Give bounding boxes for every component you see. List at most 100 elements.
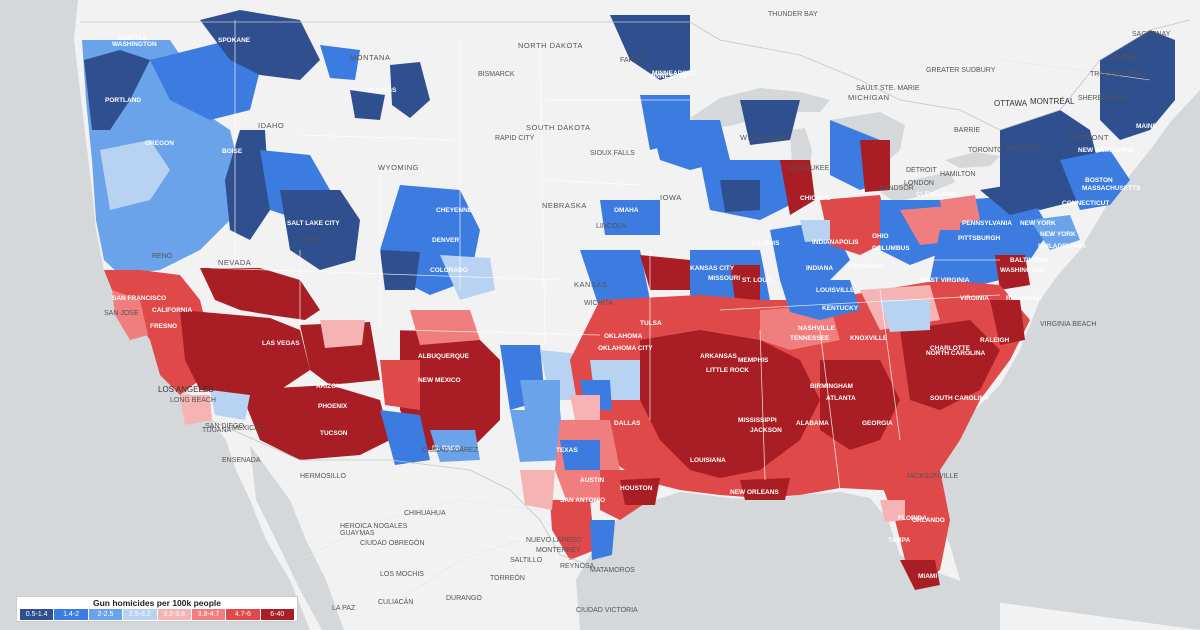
- city-label: PHILADELPHIA: [1038, 243, 1086, 250]
- city-label: BILLINGS: [366, 87, 397, 94]
- city-label: FRESNO: [150, 323, 177, 330]
- city-label: TIJUANA: [202, 427, 232, 434]
- state-label: VERMONT: [1068, 133, 1109, 142]
- city-label: HOUSTON: [620, 485, 653, 492]
- state-label: MISSISSIPPI: [738, 417, 777, 424]
- map-legend: Gun homicides per 100k people 0.5-1.4 1.…: [16, 596, 298, 622]
- city-label: PITTSBURGH: [958, 235, 1001, 242]
- city-label: INDIANAPOLIS: [812, 239, 859, 246]
- state-label: NEW MEXICO: [418, 377, 461, 384]
- city-label: QUÉBEC: [1110, 53, 1140, 62]
- city-label: NUEVO LAREDO: [526, 537, 582, 544]
- city-label: HERMOSILLO: [300, 473, 346, 480]
- city-label: RALEIGH: [980, 337, 1010, 344]
- city-label: COLUMBUS: [872, 245, 910, 252]
- city-label: LAS VEGAS: [262, 340, 300, 347]
- city-label: DALLAS: [614, 420, 641, 427]
- city-label: PORTLAND: [105, 97, 141, 104]
- city-label: SAULT STE. MARIE: [856, 85, 920, 92]
- city-label: CHARLOTTE: [930, 345, 971, 352]
- city-label: WINDSOR: [880, 185, 914, 192]
- legend-bin: 2-2.5: [88, 609, 123, 620]
- legend-bin: 4.7-6: [226, 609, 260, 620]
- city-label: MONTRÉAL: [1030, 97, 1075, 106]
- city-label: MATAMOROS: [590, 567, 635, 574]
- city-label: KINGSTON: [1006, 145, 1042, 152]
- state-label: MASSACHUSETTS: [1082, 185, 1141, 192]
- state-label: WASHINGTON: [112, 41, 157, 48]
- city-label: CIUDAD JUÁREZ: [422, 445, 479, 454]
- lake-ontario: [945, 152, 1000, 168]
- state-label: PENNSYLVANIA: [962, 220, 1012, 227]
- city-label: RICHMOND: [1006, 295, 1042, 302]
- state-label: MONTANA: [350, 53, 390, 62]
- state-label: NEW HAMPSHIRE: [1078, 147, 1135, 154]
- city-label: LA PAZ: [332, 605, 356, 612]
- city-label: KANSAS CITY: [690, 265, 735, 272]
- county-choropleth: [82, 10, 1175, 590]
- legend-title: Gun homicides per 100k people: [92, 598, 221, 608]
- state-label: OREGON: [145, 140, 174, 147]
- city-label: TORONTO: [968, 147, 1003, 154]
- city-label: SAGUENAY: [1132, 31, 1171, 38]
- legend-bin: 0.5-1.4: [20, 609, 54, 620]
- city-label: SALT LAKE CITY: [287, 220, 340, 227]
- city-label: FARGO: [620, 57, 645, 64]
- city-label: ALBUQUERQUE: [418, 353, 470, 360]
- city-label: LOUISVILLE: [816, 287, 855, 294]
- city-label: ATLANTA: [826, 395, 856, 402]
- state-label: CALIFORNIA: [152, 307, 192, 314]
- city-label: AUSTIN: [580, 477, 605, 484]
- pacific-ocean: [0, 0, 310, 630]
- city-label: VIRGINIA BEACH: [1040, 321, 1096, 328]
- state-label: WEST VIRGINIA: [920, 277, 970, 284]
- city-label: DENVER: [432, 237, 459, 244]
- roads: [299, 59, 1151, 601]
- legend-bins: 0.5-1.4 1.4-2 2-2.5 2.5-3.2 3.2-3.8 3.8-…: [20, 609, 294, 620]
- city-label: CINCINNATI: [848, 263, 885, 270]
- state-label: ALABAMA: [796, 420, 829, 427]
- city-label: CHICAGO: [800, 195, 831, 202]
- city-label: LOS ANGELES: [158, 385, 214, 394]
- city-label: BALTIMORE: [1010, 257, 1049, 264]
- city-label: NEW YORK: [1040, 231, 1076, 238]
- legend-bin: 3.2-3.8: [157, 609, 191, 620]
- city-label: LONDON: [904, 180, 934, 187]
- state-borders: [209, 20, 1001, 491]
- city-label: ST. LOUIS: [742, 277, 774, 284]
- legend-bin: 1.4-2: [54, 609, 88, 620]
- city-label: SAN JOSE: [104, 310, 139, 317]
- state-label: VIRGINIA: [960, 295, 989, 302]
- state-label: IOWA: [660, 193, 682, 202]
- city-label: CHEYENNE: [436, 207, 473, 214]
- city-label: RENO: [152, 253, 173, 260]
- legend-bin: 2.5-3.2: [123, 609, 157, 620]
- state-label: NEBRASKA: [542, 201, 587, 210]
- city-label: LOS MOCHIS: [380, 571, 424, 578]
- city-label: JACKSONVILLE: [906, 473, 958, 480]
- state-label: TEXAS: [556, 447, 578, 454]
- city-label: RAPID CITY: [495, 135, 535, 142]
- state-label: SOUTH DAKOTA: [526, 123, 591, 132]
- city-label: SEATTLE: [118, 35, 148, 42]
- city-label: PHOENIX: [318, 403, 348, 410]
- city-label: OKLAHOMA CITY: [598, 345, 653, 352]
- city-label: NASHVILLE: [798, 325, 836, 332]
- city-label: OMAHA: [614, 207, 639, 214]
- city-label: BIRMINGHAM: [810, 383, 853, 390]
- city-label: TROIS-RIVIÈRES: [1090, 69, 1147, 78]
- state-label: NEVADA: [218, 258, 251, 267]
- city-label: NEW ORLEANS: [730, 489, 779, 496]
- city-label: SIOUX FALLS: [590, 150, 635, 157]
- city-label: LINCOLN: [596, 223, 626, 230]
- gulf-of-california: [250, 445, 344, 630]
- city-label: CHIHUAHUA: [404, 510, 446, 517]
- state-label: WISCONSIN: [740, 133, 788, 142]
- city-label: BISMARCK: [478, 71, 515, 78]
- state-label: FLORIDA: [898, 515, 927, 522]
- state-label: MINNESOTA: [648, 73, 687, 80]
- city-label: CIUDAD VICTORIA: [576, 607, 638, 614]
- city-label: WICHITA: [584, 300, 613, 307]
- city-label: HAMILTON: [940, 171, 976, 178]
